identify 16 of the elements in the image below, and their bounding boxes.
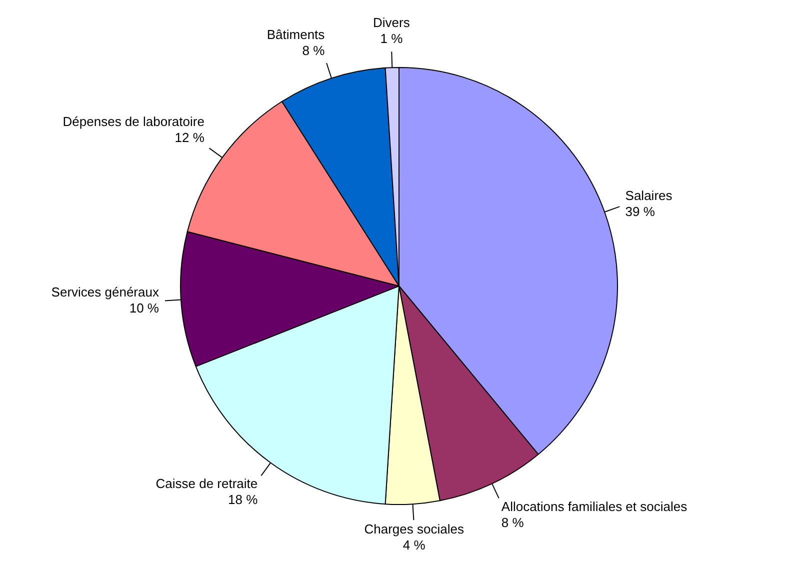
data-label: 8 %: [501, 515, 524, 530]
slice-label: Caisse de retraite: [156, 476, 258, 492]
slice-label: Services généraux: [51, 284, 160, 300]
slice-label: Divers: [373, 15, 410, 30]
slice-label: Salaires: [625, 188, 673, 204]
data-label: 18 %: [228, 492, 258, 508]
data-label: 4 %: [402, 538, 426, 553]
slice-label: Charges sociales: [364, 522, 464, 537]
slice-label: Bâtiments: [266, 26, 326, 42]
data-label: 12 %: [174, 130, 205, 146]
data-label: 10 %: [129, 300, 160, 316]
data-label: 39 %: [625, 204, 656, 220]
slice-label: Dépenses de laboratoire: [62, 114, 204, 130]
data-label: 8 %: [302, 42, 326, 58]
slice-label: Allocations familiales et sociales: [501, 499, 688, 514]
data-label: 1 %: [380, 31, 404, 46]
